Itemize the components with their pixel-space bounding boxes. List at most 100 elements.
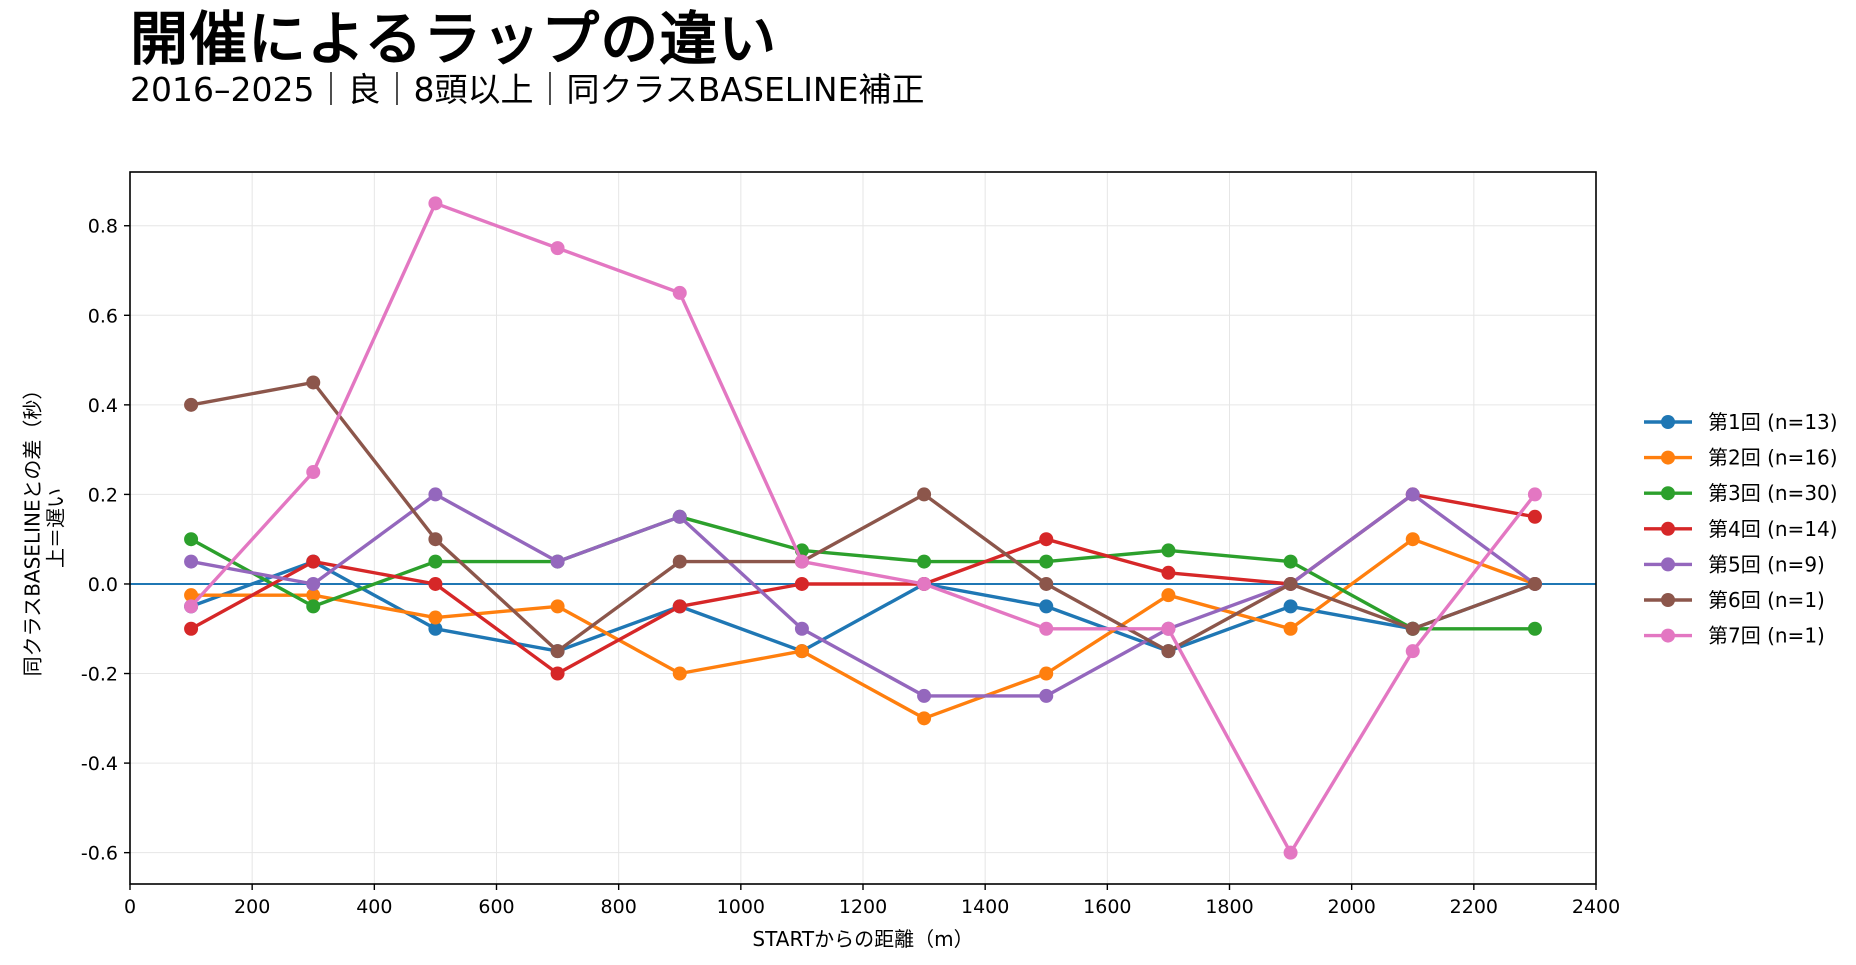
data-point <box>672 285 687 300</box>
legend-label: 第3回 (n=30) <box>1708 481 1838 505</box>
data-point <box>672 666 687 681</box>
data-point <box>428 487 443 502</box>
data-point <box>428 621 443 636</box>
data-point <box>1039 599 1054 614</box>
data-point <box>184 397 199 412</box>
data-point <box>428 554 443 569</box>
data-point <box>1039 554 1054 569</box>
legend-swatch-marker <box>1661 593 1675 607</box>
data-point <box>306 554 321 569</box>
series-line <box>190 515 1535 631</box>
legend-label: 第4回 (n=14) <box>1708 517 1838 541</box>
data-point <box>1161 644 1176 659</box>
data-point <box>1527 621 1542 636</box>
data-point <box>1039 666 1054 681</box>
legend-label: 第1回 (n=13) <box>1708 410 1838 434</box>
x-axis-label: STARTからの距離（m） <box>752 927 973 951</box>
data-point <box>917 576 932 591</box>
data-point <box>1283 845 1298 860</box>
data-point <box>917 711 932 726</box>
data-point <box>1161 543 1176 558</box>
y-tick-label: 0.4 <box>88 395 118 417</box>
y-tick-label: -0.6 <box>81 843 118 865</box>
data-point <box>1527 576 1542 591</box>
data-point <box>1527 487 1542 502</box>
x-tick-label: 2200 <box>1450 896 1498 918</box>
x-tick-label: 2000 <box>1327 896 1375 918</box>
x-tick-label: 0 <box>124 896 136 918</box>
legend-item: 第6回 (n=1) <box>1644 588 1825 612</box>
legend-swatch-marker <box>1661 415 1675 429</box>
legend-label: 第6回 (n=1) <box>1708 588 1825 612</box>
data-point <box>184 621 199 636</box>
y-tick-label: -0.4 <box>81 753 118 775</box>
chart-title: 開催によるラップの違い <box>130 5 778 73</box>
legend-swatch-marker <box>1661 450 1675 465</box>
chart-subtitle: 2016–2025｜良｜8頭以上｜同クラスBASELINE補正 <box>130 70 925 109</box>
legend-item: 第4回 (n=14) <box>1644 517 1838 541</box>
legend-item: 第1回 (n=13) <box>1644 410 1838 434</box>
legend-item: 第7回 (n=1) <box>1644 624 1825 648</box>
data-point <box>1527 509 1542 524</box>
axis-ticks: 0 200 400 600 800 1000 1200 1400 1600 1800 2000 220… <box>81 216 1620 918</box>
data-point <box>1039 621 1054 636</box>
data-point <box>550 666 565 681</box>
data-point <box>917 487 932 502</box>
legend-item: 第2回 (n=16) <box>1644 446 1838 470</box>
data-point <box>428 532 443 547</box>
data-point <box>917 554 932 569</box>
x-tick-label: 1600 <box>1083 896 1131 918</box>
y-tick-label: 0.2 <box>88 484 118 506</box>
data-point <box>306 576 321 591</box>
data-point <box>1039 688 1054 703</box>
y-axis-sublabel: 上＝遅い <box>44 488 68 568</box>
data-point <box>550 644 565 659</box>
x-tick-label: 200 <box>234 896 270 918</box>
data-point <box>1283 554 1298 569</box>
legend-label: 第7回 (n=1) <box>1708 624 1825 648</box>
legend: 第1回 (n=13) 第2回 (n=16) 第3回 (n=30) 第4回 (n=14)… <box>1644 410 1838 648</box>
data-point <box>794 644 809 659</box>
x-tick-label: 800 <box>601 896 637 918</box>
legend-item: 第3回 (n=30) <box>1644 481 1838 505</box>
y-axis-label-group: 同クラスBASELINEとの差（秒） 上＝遅い <box>21 380 68 677</box>
data-point <box>550 241 565 256</box>
data-point <box>1283 621 1298 636</box>
series-line <box>190 492 1536 698</box>
data-point <box>794 554 809 569</box>
data-point <box>672 509 687 524</box>
legend-item: 第5回 (n=9) <box>1644 552 1825 576</box>
y-tick-label: 0.6 <box>88 305 118 327</box>
x-tick-label: 1000 <box>717 896 765 918</box>
data-point <box>672 599 687 614</box>
series-line <box>190 559 1536 653</box>
data-point <box>184 532 199 547</box>
series-layer <box>184 196 1542 860</box>
data-point <box>306 599 321 614</box>
data-point <box>428 576 443 591</box>
x-tick-label: 1400 <box>961 896 1009 918</box>
series-line <box>190 380 1536 653</box>
data-point <box>184 554 199 569</box>
y-axis-label: 同クラスBASELINEとの差（秒） <box>21 380 45 677</box>
legend-swatch-marker <box>1661 521 1675 536</box>
data-point <box>428 610 443 625</box>
data-point <box>1283 599 1298 614</box>
data-point <box>1405 621 1420 636</box>
series-line <box>191 537 1536 720</box>
data-point <box>1161 621 1176 636</box>
legend-label: 第5回 (n=9) <box>1708 552 1825 576</box>
data-point <box>1405 532 1420 547</box>
legend-label: 第2回 (n=16) <box>1708 446 1838 470</box>
x-tick-label: 600 <box>478 896 514 918</box>
data-point <box>306 465 321 480</box>
data-point <box>1039 576 1054 591</box>
x-tick-label: 1200 <box>839 896 887 918</box>
x-tick-label: 1800 <box>1205 896 1253 918</box>
data-point <box>1283 576 1298 591</box>
series-2 <box>184 532 1542 726</box>
y-tick-label: -0.2 <box>81 664 118 686</box>
data-point <box>306 375 321 390</box>
y-tick-label: 0.0 <box>88 574 118 596</box>
legend-swatch-marker <box>1661 557 1675 572</box>
